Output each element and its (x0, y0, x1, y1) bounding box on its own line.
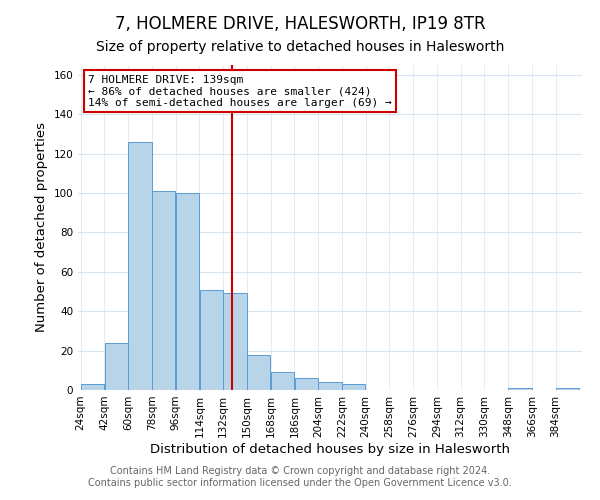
Bar (104, 342, 128, 390)
Bar (200, 290, 223, 390)
X-axis label: Distribution of detached houses by size in Halesworth: Distribution of detached houses by size … (150, 442, 510, 456)
Y-axis label: Number of detached properties: Number of detached properties (35, 122, 48, 332)
Bar (508, 388, 532, 390)
Text: Contains HM Land Registry data © Crown copyright and database right 2024.
Contai: Contains HM Land Registry data © Crown c… (88, 466, 512, 487)
Bar (247, 354, 271, 390)
Text: Size of property relative to detached houses in Halesworth: Size of property relative to detached ho… (96, 40, 504, 54)
Bar (342, 384, 365, 390)
Bar (152, 191, 175, 390)
Bar (271, 372, 294, 390)
Bar (556, 388, 579, 390)
Text: 7, HOLMERE DRIVE, HALESWORTH, IP19 8TR: 7, HOLMERE DRIVE, HALESWORTH, IP19 8TR (115, 15, 485, 33)
Bar (223, 294, 247, 390)
Bar (128, 142, 152, 390)
Bar (176, 193, 199, 390)
Text: 7 HOLMERE DRIVE: 139sqm
← 86% of detached houses are smaller (424)
14% of semi-d: 7 HOLMERE DRIVE: 139sqm ← 86% of detache… (88, 74, 392, 108)
Bar (81, 384, 104, 390)
Bar (319, 382, 341, 390)
Bar (295, 378, 318, 390)
